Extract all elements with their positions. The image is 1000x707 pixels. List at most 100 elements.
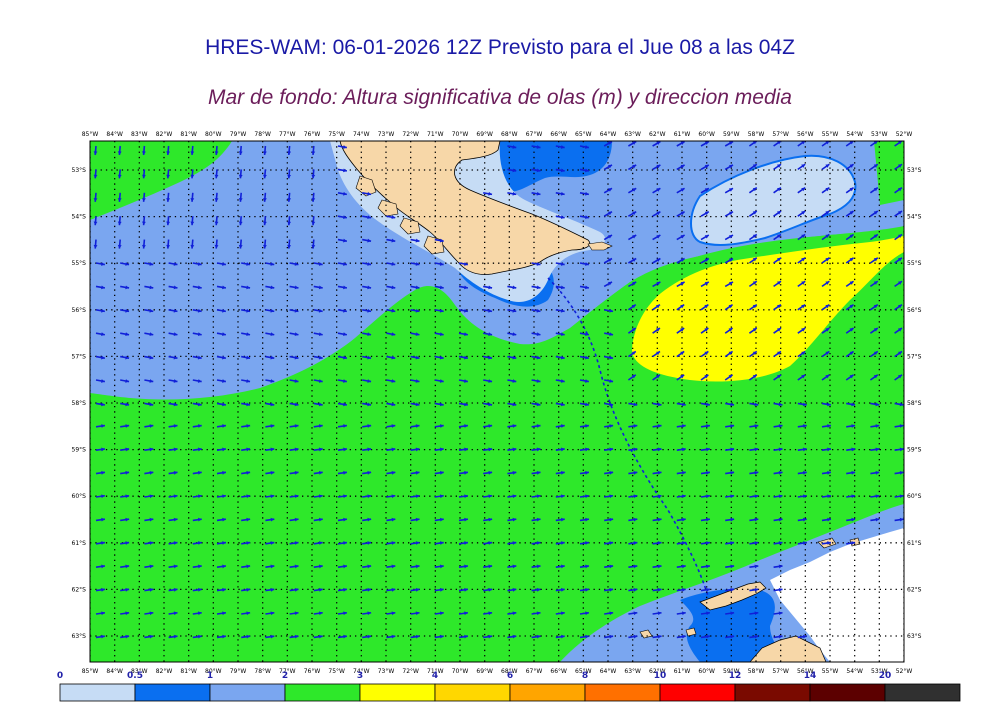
lon-label-top: 78°W bbox=[254, 131, 271, 138]
direction-arrow-head bbox=[173, 634, 178, 639]
lat-label-right: 60°S bbox=[907, 493, 922, 500]
direction-arrow-head bbox=[343, 424, 347, 428]
direction-arrow-head bbox=[222, 634, 226, 639]
direction-arrow-head bbox=[197, 285, 202, 290]
direction-arrow-head bbox=[270, 587, 275, 592]
direction-arrow-head bbox=[93, 151, 98, 155]
direction-arrow-head bbox=[391, 611, 396, 616]
direction-arrow-head bbox=[246, 262, 251, 266]
direction-arrow-head bbox=[391, 285, 396, 290]
direction-arrow-head bbox=[270, 285, 275, 290]
direction-arrow-head bbox=[101, 541, 105, 545]
lon-label-bottom: 83°W bbox=[131, 668, 148, 675]
direction-arrow-head bbox=[754, 611, 759, 616]
direction-arrow-head bbox=[246, 564, 251, 569]
region-2-3m-northwest bbox=[90, 141, 232, 220]
lat-label-right: 61°S bbox=[907, 540, 922, 547]
direction-arrow-head bbox=[536, 285, 541, 290]
direction-arrow-head bbox=[875, 424, 880, 428]
direction-arrow-head bbox=[899, 517, 904, 522]
direction-arrow-head bbox=[287, 151, 292, 155]
direction-arrow-head bbox=[632, 235, 637, 239]
lon-label-top: 64°W bbox=[600, 131, 617, 138]
direction-arrow-head bbox=[343, 215, 347, 220]
direction-arrow-head bbox=[222, 611, 226, 616]
direction-arrow-head bbox=[270, 470, 275, 475]
region-no-data bbox=[770, 528, 904, 662]
direction-arrow-head bbox=[391, 447, 396, 452]
direction-arrow-head bbox=[343, 494, 347, 499]
direction-arrow-head bbox=[849, 187, 854, 192]
direction-arrow-head bbox=[704, 235, 709, 239]
direction-arrow-head bbox=[609, 424, 614, 428]
direction-arrow-head bbox=[827, 541, 831, 545]
direction-arrow-head bbox=[560, 145, 565, 149]
direction-arrow-head bbox=[754, 541, 759, 545]
direction-arrow-head bbox=[825, 281, 830, 285]
direction-arrow-head bbox=[704, 188, 709, 192]
direction-arrow-head bbox=[263, 221, 267, 226]
lon-label-top: 60°W bbox=[698, 131, 715, 138]
direction-arrow-head bbox=[222, 494, 226, 499]
lon-label-bottom: 56°W bbox=[797, 668, 814, 675]
direction-arrow-head bbox=[311, 221, 316, 226]
lon-labels-top: 85°W 84°W 83°W 82°W 81°W 80°W 79°W 78°W 77°W 76°W… bbox=[82, 131, 913, 138]
direction-arrow-head bbox=[536, 262, 541, 266]
direction-arrow-head bbox=[149, 355, 154, 360]
direction-arrow-head bbox=[197, 634, 202, 639]
direction-arrow-head bbox=[585, 332, 589, 337]
direction-arrow-head bbox=[294, 541, 299, 545]
direction-arrow-head bbox=[439, 332, 444, 337]
direction-arrow-head bbox=[560, 355, 565, 360]
direction-arrow-head bbox=[825, 187, 830, 192]
direction-arrow-head bbox=[681, 517, 686, 522]
direction-arrow-head bbox=[730, 611, 735, 616]
direction-arrow-head bbox=[246, 634, 251, 639]
direction-arrow-head bbox=[802, 494, 807, 499]
direction-arrow-head bbox=[728, 304, 733, 309]
direction-arrow-head bbox=[125, 611, 130, 616]
direction-arrow-head bbox=[754, 470, 759, 475]
direction-arrow-head bbox=[343, 355, 347, 360]
direction-arrow-head bbox=[657, 494, 662, 499]
direction-arrow-head bbox=[849, 281, 854, 285]
direction-arrow-head bbox=[778, 517, 783, 522]
lon-label-top: 73°W bbox=[378, 131, 395, 138]
direction-arrow-head bbox=[367, 517, 372, 522]
direction-arrow-head bbox=[101, 355, 105, 360]
direction-arrow-head bbox=[609, 494, 614, 499]
direction-arrow-head bbox=[142, 151, 146, 155]
direction-arrow-head bbox=[680, 328, 685, 332]
direction-arrow-head bbox=[560, 634, 565, 639]
direction-arrow-head bbox=[776, 187, 781, 192]
direction-arrow-head bbox=[415, 541, 420, 545]
direction-arrow-head bbox=[899, 470, 904, 475]
direction-arrow-head bbox=[778, 494, 783, 499]
direction-arrow-head bbox=[367, 379, 372, 383]
direction-arrow-head bbox=[802, 402, 807, 407]
colorbar-tick-label: 14 bbox=[804, 671, 817, 681]
direction-arrow-head bbox=[897, 281, 902, 285]
direction-arrow-head bbox=[238, 151, 243, 155]
lon-label-top: 72°W bbox=[402, 131, 419, 138]
direction-arrow-head bbox=[728, 258, 733, 262]
direction-arrow-head bbox=[173, 424, 178, 428]
grid-lines bbox=[90, 141, 904, 662]
direction-arrow-head bbox=[197, 587, 202, 592]
direction-arrow-head bbox=[873, 164, 878, 168]
direction-arrow-head bbox=[318, 402, 323, 407]
direction-arrow-head bbox=[149, 611, 154, 616]
direction-arrow-head bbox=[609, 355, 614, 360]
map-field bbox=[90, 141, 904, 662]
direction-arrow-head bbox=[802, 470, 807, 475]
direction-arrow-head bbox=[585, 285, 589, 290]
direction-arrow-head bbox=[849, 374, 854, 379]
direction-arrow-head bbox=[311, 198, 316, 202]
direction-arrow-head bbox=[825, 141, 830, 145]
colorbar-tick-label: 4 bbox=[432, 671, 438, 681]
direction-arrow-head bbox=[391, 238, 396, 243]
direction-arrow-head bbox=[609, 470, 614, 475]
colorbar-tick-label: 0.5 bbox=[127, 671, 143, 681]
direction-arrow-head bbox=[142, 221, 146, 226]
lon-label-bottom: 52°W bbox=[896, 668, 913, 675]
